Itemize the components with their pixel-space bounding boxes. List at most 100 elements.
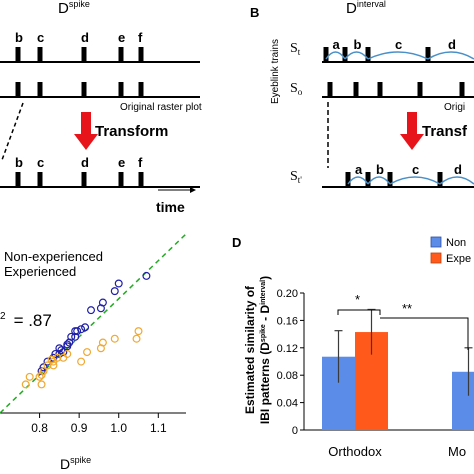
interval-arc	[325, 51, 346, 60]
blink-mark	[327, 82, 333, 97]
panel-b-ylabel: Eyeblink trains	[270, 39, 281, 104]
spike-letter: b	[15, 30, 23, 45]
legend-swatch-exp	[430, 252, 442, 264]
sig-single-star: *	[355, 292, 360, 307]
transform-arrow-a	[74, 112, 98, 150]
panel-c: Non-experienced Experienced 2 = .87 0.8 0.…	[0, 233, 187, 472]
legend-label-exp: Expe	[446, 253, 471, 265]
y-tick-label: 0.16	[277, 315, 298, 327]
legend-label-non: Non	[446, 237, 466, 249]
bar	[452, 371, 474, 430]
x-tick-label: 0.9	[71, 421, 88, 435]
scatter-point	[37, 370, 46, 379]
interval-letter: b	[354, 37, 362, 52]
interval-letter: a	[333, 37, 341, 52]
category-label: Orthodox	[328, 444, 382, 459]
blink-mark	[365, 47, 371, 62]
panel-b-title: Dinterval	[346, 0, 386, 17]
spike-mark	[81, 172, 87, 187]
sig-double-star: **	[402, 301, 412, 316]
legend-non-experienced: Non-experienced	[4, 249, 103, 264]
scatter-point	[51, 349, 60, 358]
interval-arc	[427, 51, 474, 60]
scatter-xlabel: Dspike	[60, 455, 91, 472]
identity-line	[0, 233, 187, 414]
panel-d: D Estimated similarity of IBI patterns (…	[232, 235, 474, 459]
blink-mark	[342, 47, 348, 62]
orig-label-b: Origi	[444, 102, 465, 113]
row-label-st-prime: St'	[290, 169, 302, 185]
time-label: time	[156, 199, 185, 215]
row-label-st: St	[290, 41, 301, 57]
spike-letter: f	[138, 30, 143, 45]
blink-mark	[353, 82, 359, 97]
interval-arc	[389, 176, 441, 185]
panel-d-letter: D	[232, 235, 241, 250]
r2-annotation: 2 = .87	[0, 311, 52, 330]
y-tick-label: 0.08	[277, 370, 298, 382]
bar-ylabel-line1: Estimated similarity of	[243, 285, 257, 414]
scatter-point	[96, 304, 105, 313]
row-label-so: So	[290, 81, 303, 97]
interval-arc	[367, 51, 429, 60]
spike-letter: f	[138, 155, 143, 170]
interval-arc	[344, 51, 369, 60]
scatter-point	[65, 338, 74, 347]
scatter-point	[63, 342, 72, 351]
y-tick-label: 0	[292, 425, 298, 437]
panel-a-title: Dspike	[58, 0, 90, 17]
spike-mark	[37, 172, 43, 187]
blink-mark	[377, 82, 383, 97]
blink-mark	[417, 82, 423, 97]
scatter-point	[132, 334, 141, 343]
bar-x-labels: Orthodox Mo	[328, 444, 466, 459]
x-tick-label: 1.1	[150, 421, 167, 435]
spike-mark	[37, 82, 43, 97]
spike-marks-a: b c d e fb c d e f	[15, 30, 144, 187]
y-tick-label: 0.12	[277, 343, 298, 355]
legend-experienced: Experienced	[4, 264, 76, 279]
interval-letter: c	[412, 162, 419, 177]
scatter-point	[21, 380, 30, 389]
interval-arc	[347, 176, 369, 185]
spike-mark	[81, 47, 87, 62]
transform-label-a: Transform	[95, 123, 168, 140]
scatter-point	[39, 363, 48, 372]
dashed-connector	[1, 102, 24, 161]
spike-mark	[138, 82, 144, 97]
spike-mark	[81, 82, 87, 97]
scatter-point	[71, 327, 80, 336]
spike-mark	[15, 172, 21, 187]
spike-mark	[15, 47, 21, 62]
bar-ylabel-line2: IBI patterns (Dspike - Dinterval)	[258, 276, 272, 424]
spike-letter: e	[118, 155, 125, 170]
scatter-point	[134, 327, 143, 336]
spike-letter: e	[118, 30, 125, 45]
spike-mark	[138, 47, 144, 62]
blink-mark	[365, 172, 371, 187]
raster-label: Original raster plot	[120, 102, 202, 113]
scatter-point	[81, 323, 90, 332]
scatter-point	[25, 372, 34, 381]
bar-y-ticks: 0 0.04 0.08 0.12 0.16 0.20	[277, 288, 304, 437]
scatter-x-ticks: 0.8 0.9 1.0 1.1	[31, 413, 167, 435]
spike-mark	[37, 47, 43, 62]
scatter-point	[49, 353, 58, 362]
scatter-point	[110, 334, 119, 343]
time-arrowhead	[190, 187, 196, 193]
blink-mark	[323, 47, 329, 62]
spike-mark	[138, 172, 144, 187]
y-tick-label: 0.04	[277, 398, 298, 410]
scatter-points	[21, 271, 151, 389]
spike-letter: b	[15, 155, 23, 170]
scatter-point	[49, 357, 58, 366]
panel-b-letter: B	[250, 5, 259, 20]
scatter-point	[77, 357, 86, 366]
spike-letter: c	[37, 155, 44, 170]
spike-letter: d	[81, 155, 89, 170]
scatter-point	[59, 353, 68, 362]
y-tick-label: 0.20	[277, 288, 298, 300]
scatter-point	[71, 332, 80, 341]
interval-arc	[367, 176, 391, 185]
